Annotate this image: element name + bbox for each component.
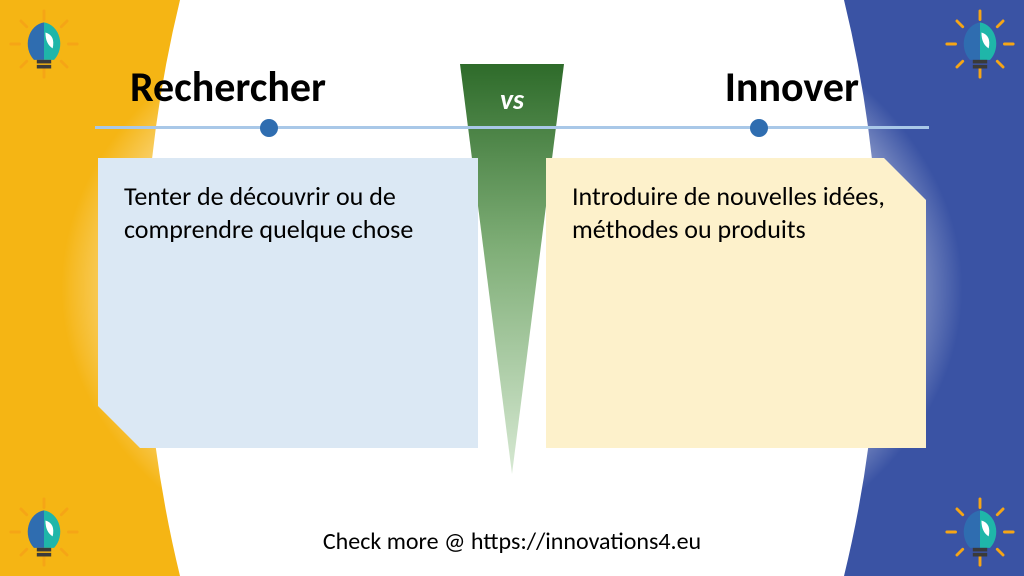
box-right: Introduire de nouvelles idées, méthodes … [546, 158, 926, 448]
footer-text: Check more @ https://innovations4.eu [0, 527, 1024, 556]
title-left: Rechercher [130, 62, 326, 113]
horizontal-divider [95, 126, 929, 129]
vs-label: vs [500, 82, 524, 117]
divider-dot-left [260, 119, 278, 137]
box-left-text: Tenter de découvrir ou de comprendre que… [124, 180, 452, 245]
divider-dot-right [750, 119, 768, 137]
title-right: Innover [725, 62, 859, 113]
slide-content: Rechercher Innover vs Tenter de découvri… [0, 0, 1024, 576]
box-right-text: Introduire de nouvelles idées, méthodes … [572, 180, 900, 245]
box-left: Tenter de découvrir ou de comprendre que… [98, 158, 478, 448]
